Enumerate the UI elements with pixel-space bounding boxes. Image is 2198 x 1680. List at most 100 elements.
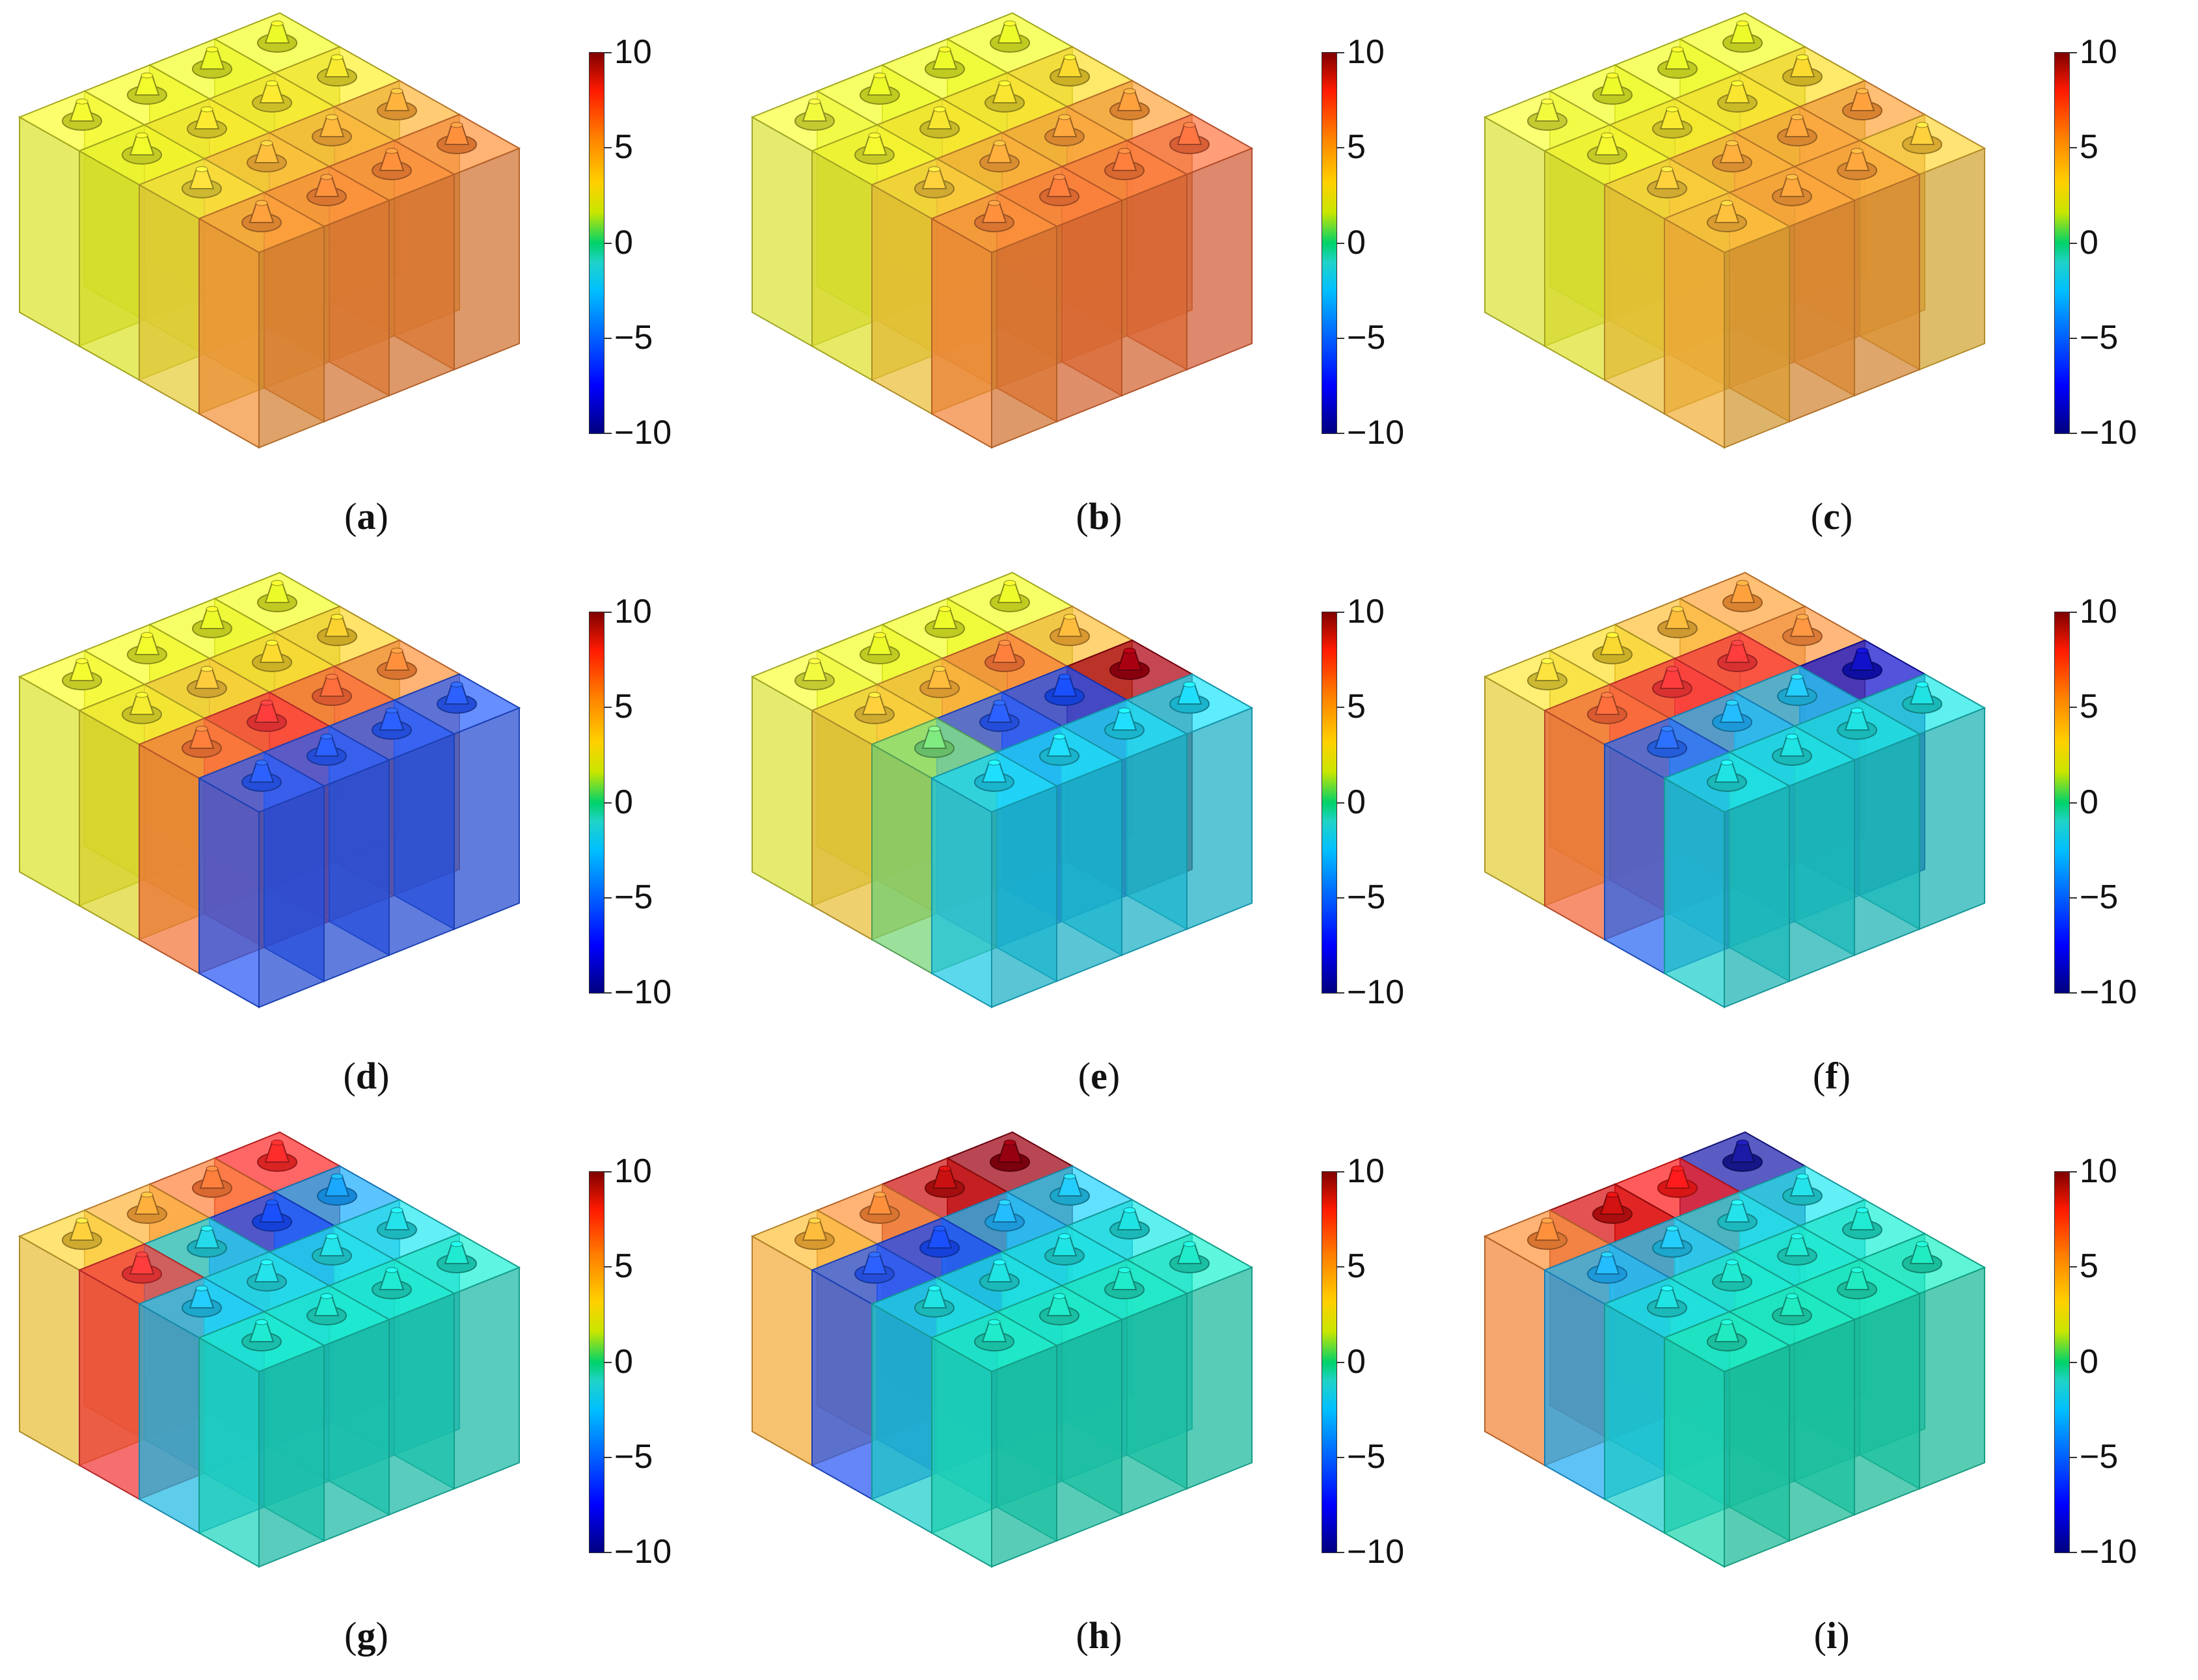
colorbar-tick <box>604 1552 612 1553</box>
post-cap <box>1726 1259 1739 1266</box>
post-cap <box>320 1293 333 1299</box>
post-cap <box>450 122 463 128</box>
block <box>1662 751 1791 1009</box>
colorbar-tick <box>1336 707 1344 709</box>
colorbar-tick-label: 5 <box>1347 688 1366 726</box>
block-right-face <box>1724 785 1790 1009</box>
post-cap <box>1601 132 1614 139</box>
post-cap <box>1736 580 1749 586</box>
colorbar-tick <box>604 1266 612 1268</box>
colorbar-tick <box>2069 897 2077 899</box>
post-cap <box>808 658 821 664</box>
post-cap <box>1661 1285 1674 1292</box>
block-array-e <box>750 571 1254 1009</box>
post-cap <box>1541 658 1554 664</box>
post-cap <box>988 200 1001 206</box>
colorbar <box>1322 1171 1337 1553</box>
block <box>1662 1310 1791 1568</box>
post-cap <box>200 106 213 113</box>
colorbar-tick <box>1336 897 1344 899</box>
post-cap <box>450 681 463 688</box>
post-cap <box>255 759 268 766</box>
post-cap <box>390 647 403 654</box>
post-cap <box>75 658 88 664</box>
block-left-face <box>811 1269 873 1500</box>
block-right-face <box>1056 759 1122 982</box>
colorbar-tick <box>604 433 612 434</box>
block-left-face <box>1544 709 1605 941</box>
colorbar-tick <box>1336 1361 1344 1363</box>
post-cap <box>265 1199 278 1206</box>
post-cap <box>206 46 219 53</box>
post-cap <box>1118 707 1131 714</box>
colorbar-tick <box>604 897 612 899</box>
colorbar-tick <box>2069 337 2077 339</box>
post-cap <box>141 632 154 638</box>
post-cap <box>1003 580 1016 586</box>
post-cap <box>271 1139 284 1146</box>
block-right-face <box>1056 199 1122 423</box>
post-cap <box>1063 1173 1076 1180</box>
post-cap <box>320 174 333 180</box>
colorbar-tick <box>1336 337 1344 339</box>
colorbar-tick <box>1336 1456 1344 1458</box>
block-left-face <box>871 743 932 975</box>
colorbar-tick-label: 0 <box>1347 223 1366 262</box>
colorbar-tick <box>2069 612 2077 613</box>
post-cap <box>808 1217 821 1224</box>
panel-a: 10 5 0 −5 −10 (a) <box>0 0 733 560</box>
block-right-face <box>258 1344 325 1568</box>
block-left-face <box>139 743 200 975</box>
colorbar-tick-label: 5 <box>2080 128 2098 167</box>
colorbar-tick <box>604 707 612 709</box>
colorbar-tick-label: −10 <box>614 414 672 452</box>
colorbar <box>2054 1171 2070 1553</box>
block-right-face <box>1789 199 1855 423</box>
post-cap <box>1058 1233 1071 1240</box>
colorbar-tick-label: −10 <box>614 1533 672 1571</box>
post-cap <box>938 606 951 612</box>
colorbar-tick-label: −5 <box>1347 318 1386 357</box>
post-cap <box>195 1285 208 1292</box>
block-right-face <box>1121 173 1187 397</box>
post-cap <box>1053 174 1066 180</box>
block-right-face <box>258 225 325 449</box>
post-cap <box>1541 1217 1554 1224</box>
colorbar-tick-label: −10 <box>1347 1533 1405 1571</box>
colorbar-tick-label: 0 <box>2080 223 2098 262</box>
panel-caption: (i) <box>1813 1614 1850 1657</box>
post-cap <box>271 20 284 27</box>
block-right-face <box>1854 733 1920 956</box>
post-cap <box>450 1241 463 1247</box>
colorbar-tick-label: 10 <box>1347 593 1385 630</box>
post-cap <box>993 1259 1006 1266</box>
block-right-face <box>991 785 1057 1009</box>
colorbar-tick-label: −5 <box>2080 318 2119 357</box>
post-cap <box>1601 692 1614 698</box>
colorbar-tick-label: −5 <box>1347 878 1386 916</box>
block-left-face <box>198 217 260 449</box>
post-cap <box>1856 647 1869 654</box>
post-cap <box>933 106 946 113</box>
post-cap <box>75 1217 88 1224</box>
post-cap <box>141 72 154 79</box>
post-cap <box>1851 1267 1864 1273</box>
post-cap <box>260 1259 273 1266</box>
block-left-face <box>1544 1269 1605 1500</box>
colorbar-tick-label: −5 <box>2080 1437 2119 1476</box>
block-left-face <box>1544 150 1605 381</box>
post-cap <box>998 1199 1011 1206</box>
post-cap <box>200 666 213 672</box>
colorbar <box>2054 612 2070 994</box>
block-left-face <box>19 116 80 347</box>
block-right-face <box>323 199 390 423</box>
colorbar-tick <box>1336 1266 1344 1268</box>
block-right-face <box>388 173 455 397</box>
post-cap <box>1003 1139 1016 1146</box>
colorbar-tick <box>604 612 612 613</box>
block-left-face <box>931 777 992 1009</box>
colorbar-tick-label: −10 <box>2080 973 2137 1011</box>
post-cap <box>933 666 946 672</box>
block-right-face <box>1854 1292 1920 1516</box>
colorbar-tick-label: −10 <box>2080 414 2137 452</box>
